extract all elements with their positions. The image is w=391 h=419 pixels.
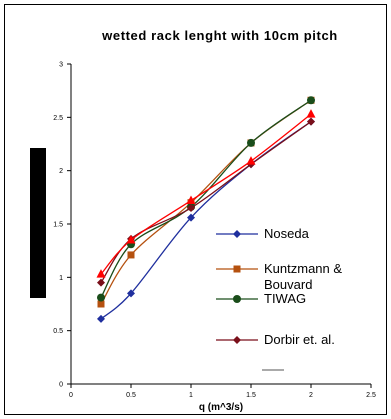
x-tick-label: 0.5 (126, 392, 136, 399)
data-point (97, 293, 105, 302)
legend-label: TIWAG (264, 291, 306, 306)
data-point (307, 117, 315, 126)
x-tick-label: 0 (69, 392, 73, 399)
legend-label-line: Kuntzmann & (264, 261, 342, 276)
legend-item: TIWAG (216, 291, 306, 306)
legend-marker (233, 230, 241, 238)
legend-marker (233, 336, 241, 344)
data-point (127, 289, 135, 298)
data-point (97, 314, 105, 323)
y-tick-label: 1.5 (53, 222, 63, 229)
legend-label: Noseda (264, 226, 310, 241)
data-point (247, 138, 255, 147)
y-tick-label: 2.5 (53, 115, 63, 122)
data-point (96, 269, 106, 278)
y-tick-label: 0 (59, 382, 63, 389)
legend-label: Dorbir et. al. (264, 332, 335, 347)
x-tick-label: 2.5 (366, 392, 376, 399)
data-point (246, 156, 256, 165)
data-point (307, 96, 315, 105)
data-point (97, 300, 105, 308)
y-tick-label: 1 (59, 275, 63, 282)
x-axis-title: q (m^3/s) (199, 402, 243, 413)
legend-label-line: Bouvard (264, 277, 312, 292)
legend-item: Dorbir et. al. (216, 332, 335, 347)
data-point (186, 195, 196, 205)
y-tick-label: 2 (59, 168, 63, 175)
legend-label: Kuntzmann & Bouvard (264, 261, 342, 292)
chart-frame (4, 4, 387, 415)
axes: 0 0.5 1 1.5 2 2.5 0 0.5 1 1.5 2 2.5 3 (53, 62, 376, 400)
y-tick-label: 3 (59, 62, 63, 69)
legend-marker (233, 295, 241, 303)
data-point (187, 213, 195, 222)
legend-item: Kuntzmann & Bouvard (216, 261, 342, 292)
data-point (126, 235, 136, 244)
data-point (97, 278, 105, 287)
y-tick-label: 0.5 (53, 328, 63, 335)
x-tick-label: 2 (309, 392, 313, 399)
series-layer (96, 96, 316, 323)
y-axis-label-block (30, 148, 46, 298)
chart-title: wetted rack lenght with 10cm pitch (101, 28, 338, 43)
data-point (187, 204, 195, 212)
series-line (100, 113, 312, 275)
legend-item: Noseda (216, 226, 310, 241)
data-point (306, 109, 316, 118)
x-tick-label: 1.5 (246, 392, 256, 399)
x-tick-label: 1 (189, 392, 193, 399)
legend-marker (233, 265, 241, 273)
series-4 (96, 109, 316, 278)
data-point (127, 251, 135, 259)
